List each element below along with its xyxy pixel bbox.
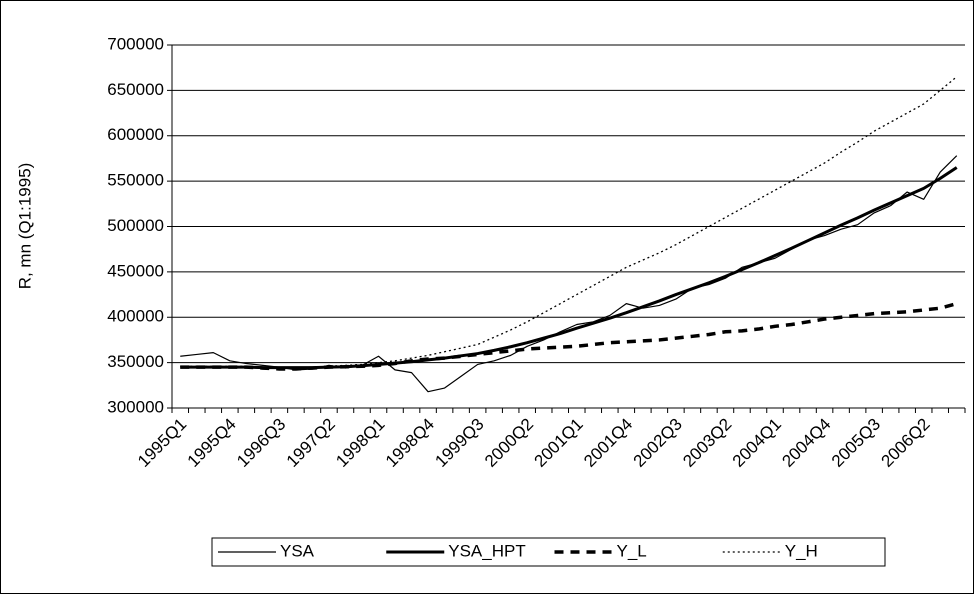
y-axis-label: R, mn (Q1:1995) xyxy=(15,163,34,290)
y-tick-label: 350000 xyxy=(107,352,164,371)
y-tick-label: 450000 xyxy=(107,261,164,280)
series-line xyxy=(180,76,958,369)
y-tick-label: 650000 xyxy=(107,80,164,99)
y-tick-label: 300000 xyxy=(107,397,164,416)
legend-label: Y_L xyxy=(617,541,647,560)
y-tick-label: 700000 xyxy=(107,34,164,53)
legend-label: YSA_HPT xyxy=(448,541,525,560)
y-tick-label: 400000 xyxy=(107,307,164,326)
legend-label: Y_H xyxy=(785,541,818,560)
y-tick-label: 500000 xyxy=(107,216,164,235)
y-tick-label: 600000 xyxy=(107,125,164,144)
legend-label: YSA xyxy=(280,541,315,560)
series-line xyxy=(180,301,958,371)
y-tick-label: 550000 xyxy=(107,171,164,190)
